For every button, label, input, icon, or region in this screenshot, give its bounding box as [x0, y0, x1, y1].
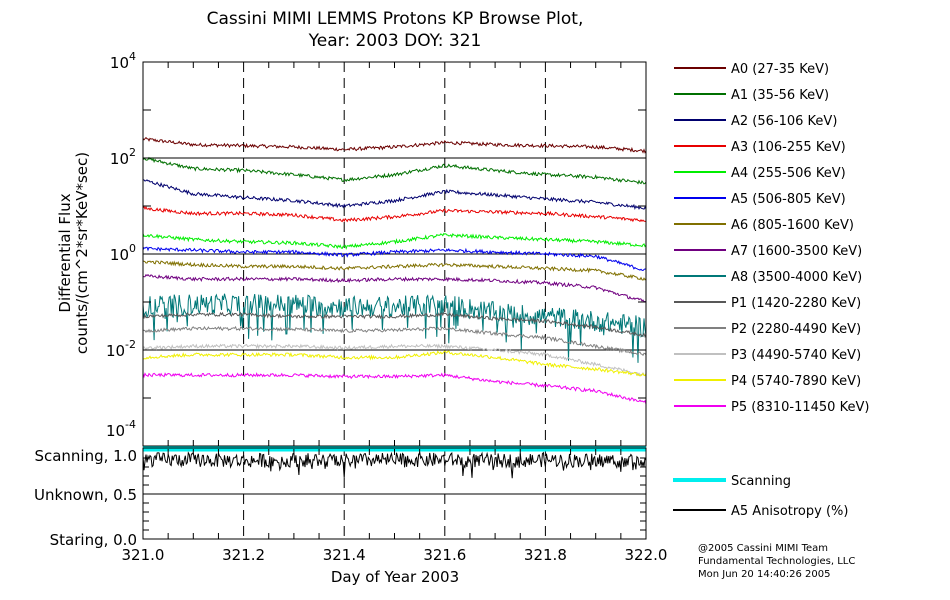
series-line-a0: [142, 136, 647, 154]
y-tick-label: 104: [110, 50, 136, 72]
y-tick-label: 10-2: [106, 338, 136, 360]
legend-label: A5 (506-805 KeV): [731, 192, 846, 207]
series-line-a6: [142, 260, 647, 281]
lower-y-tick-label: Staring, 0.0: [50, 531, 137, 549]
y-tick-label: 102: [110, 146, 136, 168]
legend-label: A1 (35-56 KeV): [731, 88, 829, 103]
y-tick-label: 10-4: [106, 418, 136, 440]
legend-label: A7 (1600-3500 KeV): [731, 244, 862, 259]
legend-label: P2 (2280-4490 KeV): [731, 322, 861, 337]
series-line-a2: [142, 179, 647, 210]
legend-label: P3 (4490-5740 KeV): [731, 348, 861, 363]
legend-label-lower: Scanning: [731, 474, 791, 489]
legend-label-lower: A5 Anisotropy (%): [731, 504, 848, 519]
legend-label: A2 (56-106 KeV): [731, 114, 837, 129]
footer-timestamp: Mon Jun 20 14:40:26 2005: [698, 569, 831, 580]
series-line-p3: [142, 343, 647, 377]
series-line-a4: [142, 232, 647, 250]
chart-title-line1: Cassini MIMI LEMMS Protons KP Browse Plo…: [207, 9, 584, 29]
legend-label: P5 (8310-11450 KeV): [731, 400, 869, 415]
footer-company: Fundamental Technologies, LLC: [698, 556, 855, 567]
series-line-p4: [142, 350, 647, 377]
legend-label: A6 (805-1600 KeV): [731, 218, 854, 233]
x-tick-label: 321.8: [524, 546, 567, 564]
legend-label: A0 (27-35 KeV): [731, 62, 829, 77]
legend-label: A3 (106-255 KeV): [731, 140, 846, 155]
legend-label: P4 (5740-7890 KeV): [731, 374, 861, 389]
y-axis-label-line1: Differential Flux: [56, 193, 74, 312]
lower-series-a5: [142, 451, 647, 479]
lower-y-tick-label: Unknown, 0.5: [34, 486, 137, 504]
x-tick-label: 321.2: [222, 546, 265, 564]
x-tick-label: 321.0: [122, 546, 165, 564]
x-tick-label: 321.6: [423, 546, 466, 564]
series-line-p2: [142, 325, 647, 357]
legend-label: A8 (3500-4000 KeV): [731, 270, 862, 285]
y-tick-label: 100: [110, 242, 136, 264]
series-line-a5: [142, 246, 647, 272]
y-axis-label-line2: counts/(cm^2*sr*KeV*sec): [73, 152, 91, 354]
chart-title-line2: Year: 2003 DOY: 321: [308, 31, 482, 51]
series-line-a1: [142, 156, 647, 185]
footer-copyright: @2005 Cassini MIMI Team: [698, 543, 828, 554]
x-tick-label: 322.0: [625, 546, 668, 564]
x-tick-label: 321.4: [323, 546, 366, 564]
series-line-p5: [142, 372, 647, 405]
legend-label: A4 (255-506 KeV): [731, 166, 846, 181]
series-line-a3: [142, 205, 647, 223]
lower-y-tick-label: Scanning, 1.0: [34, 447, 137, 465]
legend-label: P1 (1420-2280 KeV): [731, 296, 861, 311]
series-line-a8: [142, 293, 647, 363]
series-line-a7: [142, 273, 647, 303]
series-line-p1: [142, 311, 647, 339]
x-axis-label: Day of Year 2003: [331, 568, 459, 586]
